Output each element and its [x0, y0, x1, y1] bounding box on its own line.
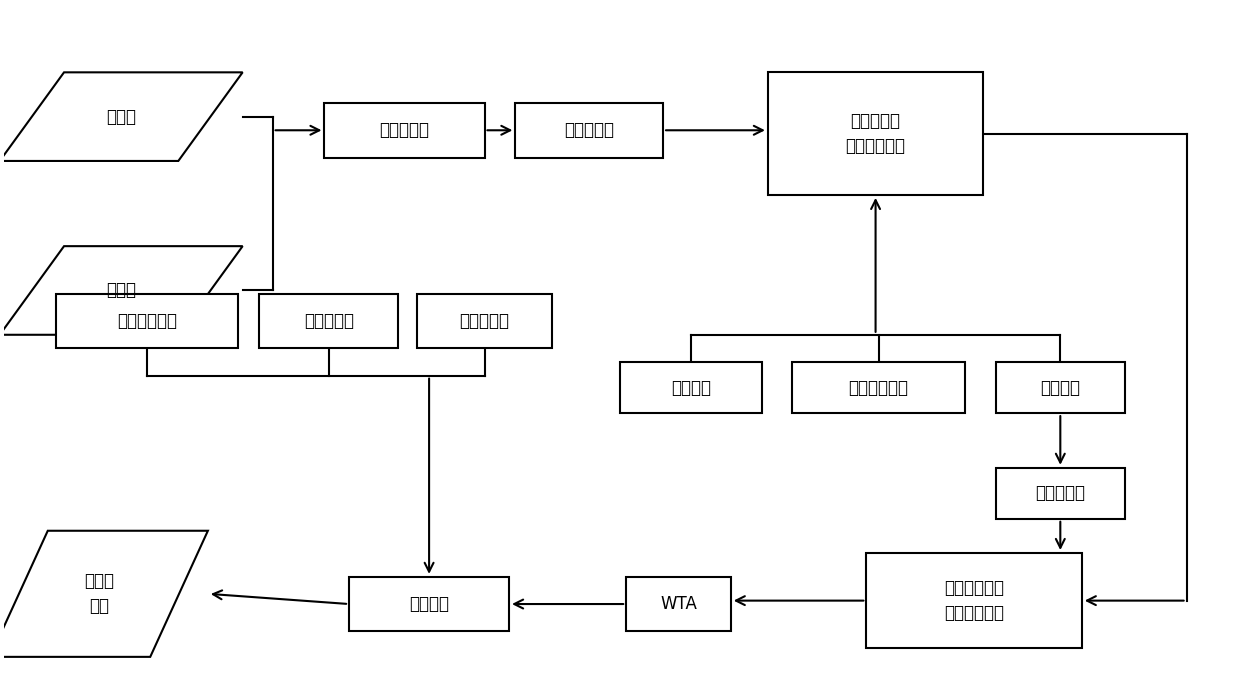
Bar — [259, 294, 398, 348]
Text: 视差优化: 视差优化 — [409, 595, 449, 613]
Text: 邻域中值: 邻域中值 — [671, 379, 711, 397]
Text: 遮挡区域优化: 遮挡区域优化 — [117, 312, 177, 330]
Text: 多尺度图像: 多尺度图像 — [564, 121, 614, 139]
Text: 优化视
差图: 优化视 差图 — [84, 572, 114, 615]
Polygon shape — [0, 72, 243, 161]
Bar — [56, 294, 238, 348]
Bar — [417, 294, 552, 348]
Text: 在每个尺度
匹配代价计算: 在每个尺度 匹配代价计算 — [846, 112, 905, 155]
Text: 左图像: 左图像 — [107, 108, 136, 126]
Text: 梯度信息: 梯度信息 — [1040, 379, 1080, 397]
Text: 高斯下采样: 高斯下采样 — [379, 121, 429, 139]
Polygon shape — [0, 246, 243, 335]
Bar — [996, 468, 1125, 519]
Text: 右图像: 右图像 — [107, 282, 136, 299]
Bar — [768, 72, 983, 195]
Text: 高斯颜色模型: 高斯颜色模型 — [848, 379, 909, 397]
Text: 每个尺度最小
生成树代价聚: 每个尺度最小 生成树代价聚 — [944, 579, 1004, 622]
Text: 尺度正则化: 尺度正则化 — [1035, 484, 1085, 502]
Text: 边缘区域优: 边缘区域优 — [304, 312, 353, 330]
Bar — [325, 103, 485, 157]
Bar — [620, 362, 761, 413]
Bar — [516, 103, 663, 157]
Bar — [867, 553, 1081, 649]
Bar — [626, 577, 730, 631]
Text: WTA: WTA — [660, 595, 697, 613]
Polygon shape — [0, 531, 208, 657]
Bar — [996, 362, 1125, 413]
Bar — [348, 577, 510, 631]
Text: 亚像素求精: 亚像素求精 — [460, 312, 510, 330]
Bar — [792, 362, 965, 413]
